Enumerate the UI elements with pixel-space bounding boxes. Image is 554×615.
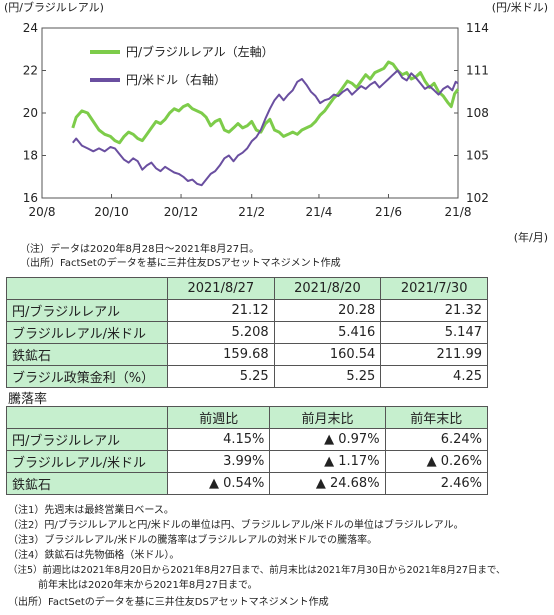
cell-value: 2.46%: [384, 472, 489, 495]
x-tick-label: 20/8: [29, 205, 56, 219]
left-tick-label: 24: [23, 21, 38, 35]
row-label: ブラジル政策金利（%）: [6, 365, 168, 388]
cell-value: 4.15%: [166, 428, 271, 451]
cell-value: 5.25: [273, 365, 382, 388]
x-tick-label: 20/12: [164, 205, 199, 219]
cell-value: 5.147: [380, 321, 488, 344]
row-label: ブラジルレアル/米ドル: [6, 450, 168, 473]
cell-value: 5.416: [273, 321, 382, 344]
table-row: ブラジルレアル/米ドル 3.99% ▲ 1.17% ▲ 0.26%: [6, 450, 489, 473]
table-row: ブラジル政策金利（%） 5.25 5.25 4.25: [6, 365, 488, 388]
right-tick-label: 108: [466, 106, 489, 120]
x-tick-label: 21/4: [305, 205, 332, 219]
right-tick-label: 111: [466, 64, 489, 78]
table-row: 円/ブラジルレアル 21.12 20.28 21.32: [6, 299, 488, 322]
row-label: 鉄鉱石: [6, 472, 168, 495]
cell-value: ▲ 0.54%: [166, 472, 271, 495]
cell-value: 6.24%: [384, 428, 489, 451]
header-date: 2021/7/30: [380, 277, 488, 300]
header-corner: [6, 406, 168, 429]
left-tick-label: 20: [23, 106, 38, 120]
change-table: 前週比 前月末比 前年末比 円/ブラジルレアル 4.15% ▲ 0.97% 6.…: [6, 406, 489, 495]
cell-value: 5.25: [167, 365, 275, 388]
footnote: （注3）ブラジルレアル/米ドルの騰落率はブラジルレアルの対米ドルでの騰落率。: [8, 535, 378, 546]
series-line-jpy-usd: [72, 69, 459, 187]
header-period: 前年末比: [384, 406, 489, 429]
row-label: 円/ブラジルレアル: [6, 428, 168, 451]
footnote: 前年末比は2020年末から2021年8月27日まで。: [8, 580, 258, 591]
header-corner: [6, 277, 168, 300]
section-title: 騰落率: [8, 392, 48, 407]
header-period: 前週比: [166, 406, 271, 429]
fx-line-chart: 16 18 20 22 24 102 105 108 111 114 20/8 20/10 20/12 2…: [4, 0, 548, 244]
chart-source: （出所）FactSetのデータを基に三井住友DSアセットマネジメント作成: [20, 258, 341, 269]
cell-value: ▲ 24.68%: [269, 472, 386, 495]
right-tick-label: 114: [466, 21, 489, 35]
x-tick-label: 21/6: [375, 205, 402, 219]
cell-value: 5.208: [167, 321, 275, 344]
table-header-row: 前週比 前月末比 前年末比: [6, 406, 489, 429]
table-row: 円/ブラジルレアル 4.15% ▲ 0.97% 6.24%: [6, 428, 489, 451]
x-axis-unit: (年/月): [514, 230, 548, 244]
row-label: ブラジルレアル/米ドル: [6, 321, 168, 344]
header-period: 前月末比: [269, 406, 386, 429]
table-row: 鉄鉱石 159.68 160.54 211.99: [6, 343, 488, 366]
footnote: （注5）前週比は2021年8月20日から2021年8月27日まで、前月末比は20…: [8, 565, 506, 576]
cell-value: 4.25: [380, 365, 488, 388]
header-date: 2021/8/27: [167, 277, 275, 300]
legend-label: 円/米ドル（右軸）: [126, 72, 226, 87]
cell-value: 211.99: [380, 343, 488, 366]
footnote: （注2）円/ブラジルレアルと円/米ドルの単位は円、ブラジルレアル/米ドルの単位は…: [8, 520, 464, 531]
right-tick-label: 105: [466, 149, 489, 163]
header-date: 2021/8/20: [273, 277, 382, 300]
footnote-source: （出所）FactSetのデータを基に三井住友DSアセットマネジメント作成: [8, 597, 329, 608]
cell-value: 20.28: [273, 299, 382, 322]
cell-value: ▲ 1.17%: [269, 450, 386, 473]
footnote: （注1）先週末は最終営業日ベース。: [8, 505, 174, 516]
footnote: （注4）鉄鉱石は先物価格（米ドル）。: [8, 550, 180, 561]
cell-value: 21.32: [380, 299, 488, 322]
left-axis-unit: (円/ブラジルレアル): [4, 0, 104, 14]
x-tick-label: 20/10: [94, 205, 129, 219]
cell-value: ▲ 0.97%: [269, 428, 386, 451]
cell-value: ▲ 0.26%: [384, 450, 489, 473]
table-row: ブラジルレアル/米ドル 5.208 5.416 5.147: [6, 321, 488, 344]
right-tick-label: 102: [466, 191, 489, 205]
left-tick-label: 18: [23, 149, 38, 163]
x-tick-label: 21/8: [445, 205, 472, 219]
chart-note: （注）データは2020年8月28日～2021年8月27日。: [20, 244, 260, 255]
row-label: 円/ブラジルレアル: [6, 299, 168, 322]
table-row: 鉄鉱石 ▲ 0.54% ▲ 24.68% 2.46%: [6, 472, 489, 495]
x-tick-label: 21/2: [238, 205, 265, 219]
cell-value: 21.12: [167, 299, 275, 322]
table-header-row: 2021/8/27 2021/8/20 2021/7/30: [6, 277, 488, 300]
legend-label: 円/ブラジルレアル（左軸）: [126, 44, 274, 59]
cell-value: 3.99%: [166, 450, 271, 473]
left-tick-label: 22: [23, 64, 38, 78]
cell-value: 160.54: [273, 343, 382, 366]
row-label: 鉄鉱石: [6, 343, 168, 366]
cell-value: 159.68: [167, 343, 275, 366]
rates-table: 2021/8/27 2021/8/20 2021/7/30 円/ブラジルレアル …: [6, 277, 488, 388]
left-tick-label: 16: [23, 191, 38, 205]
right-axis-unit: (円/米ドル): [492, 1, 548, 14]
